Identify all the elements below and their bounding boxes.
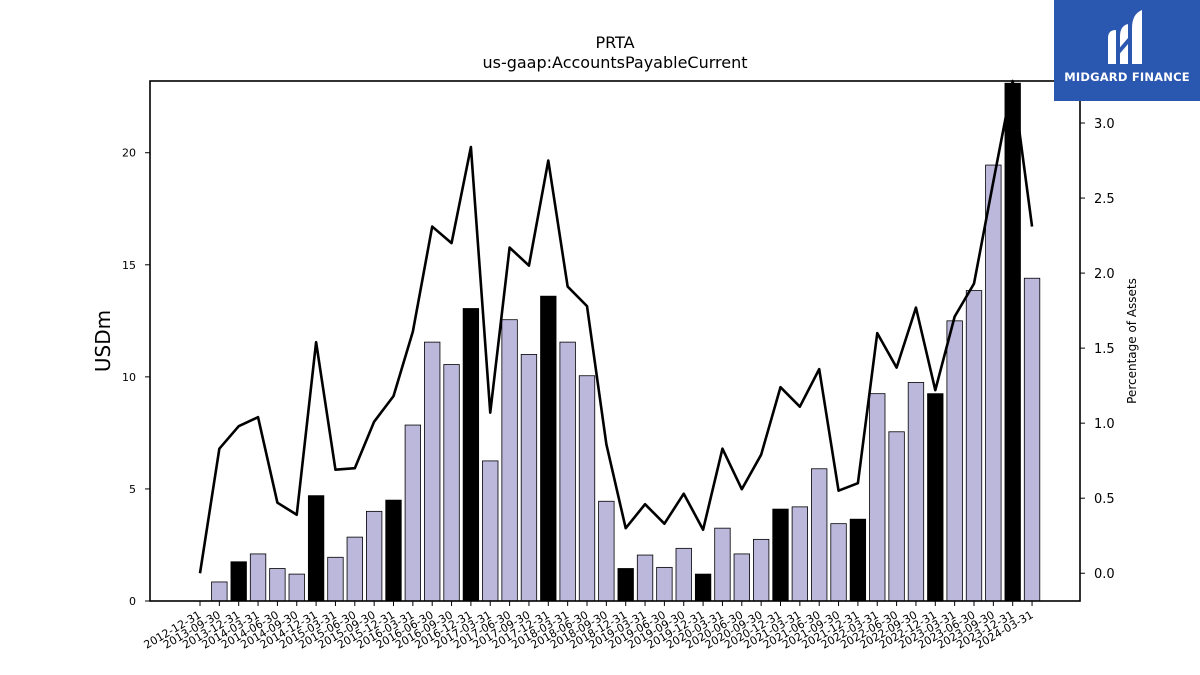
line-layer [198,79,1034,574]
y-tick-label: 0 [129,595,136,608]
bar-2022-12-31 [927,393,944,602]
bar-2014-12-31 [307,495,325,602]
bar-2017-06-30 [501,319,518,602]
bar-2014-06-30 [269,568,286,602]
y-tick-label: 15 [122,259,136,272]
bar-2024-03-31 [1023,277,1041,602]
y2-tick-label: 2.0 [1094,267,1115,282]
bar-2013-12-31 [230,561,247,602]
bar-2021-09-30 [830,523,847,602]
chart-subtitle: us-gaap:AccountsPayableCurrent [482,53,747,72]
bar-2018-09-30 [598,500,615,602]
y2-tick-label: 0.5 [1094,492,1115,507]
chart-title: PRTA [595,33,634,52]
bar-2020-12-31 [772,508,789,602]
bar-2019-06-30 [656,566,673,602]
bar-2015-06-30 [346,536,363,602]
y2-tick-label: 0.0 [1094,567,1115,582]
bar-2018-03-31 [559,341,576,602]
x-axis: 2012-12-312013-09-302013-12-312014-03-31… [142,601,1036,652]
bar-2021-06-30 [811,468,828,602]
logo-mark-icon [1108,10,1142,64]
plot-frame [149,80,1081,602]
bar-2015-03-31 [327,556,344,602]
bar-2017-12-31 [540,295,557,602]
bar-2016-03-31 [404,424,422,602]
bar-2023-09-30 [985,164,1002,602]
bars-layer [211,82,1041,602]
bar-2018-12-31 [617,568,634,602]
y2-tick-label: 1.0 [1094,417,1115,432]
bar-2020-06-30 [733,553,750,602]
y2-tick-label: 3.0 [1094,117,1115,132]
bar-2017-09-30 [520,354,538,602]
bar-2023-03-31 [946,320,963,602]
bar-2015-12-31 [385,499,402,602]
y-left-axis: 0 5 10 15 20 [122,147,150,608]
bar-2019-03-31 [636,554,654,602]
bar-2015-09-30 [365,510,383,602]
bar-2019-12-31 [694,573,712,602]
y2-tick-label: 1.5 [1094,342,1115,357]
bar-2022-06-30 [888,431,905,602]
bar-2020-03-31 [714,527,731,602]
bar-2019-09-30 [675,547,692,602]
bar-2016-09-30 [443,364,460,602]
line-percentage-of-assets [198,79,1034,574]
logo-text: MIDGARD FINANCE [1064,70,1190,84]
bar-2016-06-30 [424,341,441,602]
y-right-axis: 0.0 0.5 1.0 1.5 2.0 2.5 3.0 [1080,117,1115,582]
bar-2022-03-31 [869,393,886,602]
bar-2014-09-30 [288,573,305,602]
bar-2023-06-30 [965,290,983,602]
bar-2014-03-31 [249,553,267,602]
bar-2022-09-30 [907,382,925,602]
y-tick-label: 5 [129,483,136,496]
bar-2020-09-30 [753,538,770,602]
y-tick-label: 10 [122,371,136,384]
bar-2013-09-30 [211,581,228,602]
bar-2018-06-30 [578,375,596,602]
y2-axis-label: Percentage of Assets [1125,278,1139,404]
y-axis-label: USDm [91,310,115,372]
bar-2023-12-31 [1004,82,1021,602]
bar-2021-12-31 [849,518,867,602]
brand-logo: MIDGARD FINANCE [1054,0,1200,101]
bar-2016-12-31 [462,308,480,602]
bar-2021-03-31 [791,506,808,602]
y-tick-label: 20 [122,147,136,160]
y2-tick-label: 2.5 [1094,192,1115,207]
bar-2017-03-31 [482,460,499,602]
